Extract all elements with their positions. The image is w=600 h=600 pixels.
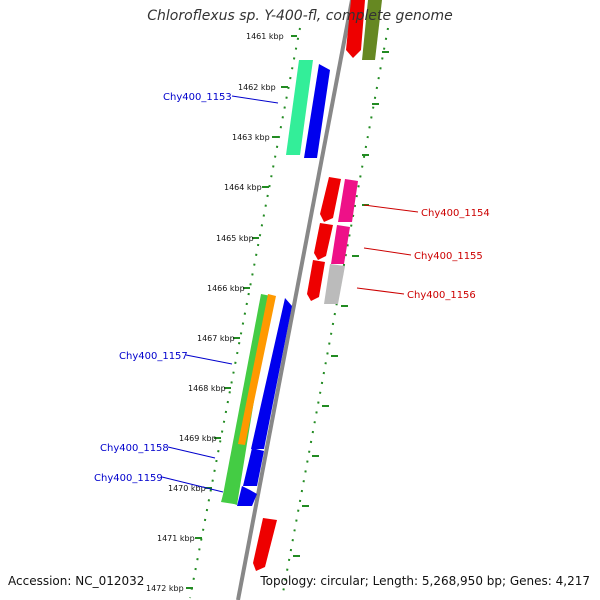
- tick-label: 1465 kbp: [216, 234, 254, 243]
- gene-arrow-blue: [304, 64, 330, 158]
- forward-genes: [253, 0, 382, 571]
- gene-label-chy400-1154[interactable]: Chy400_1154: [421, 208, 490, 219]
- gene-label-chy400-1155[interactable]: Chy400_1155: [414, 251, 483, 262]
- gene-arrow-orange: [238, 294, 276, 445]
- gene-arrow-magenta: [338, 179, 358, 222]
- tick-label: 1469 kbp: [179, 434, 217, 443]
- gene-arrow-red: [314, 223, 333, 260]
- gene-arrow-red: [346, 0, 365, 58]
- gene-arrow-blue: [251, 298, 292, 449]
- tick-label: 1464 kbp: [224, 183, 262, 192]
- accession-text: Accession: NC_012032: [8, 574, 145, 588]
- gene-arrow-blue: [237, 486, 257, 506]
- scale-ticks: 1461 kbp 1462 kbp 1463 kbp 1464 kbp 1465…: [146, 32, 297, 593]
- map-title: Chloroflexus sp. Y-400-fl, complete geno…: [147, 8, 453, 24]
- tick-label: 1462 kbp: [238, 83, 276, 92]
- right-label-leaders: [356, 204, 419, 295]
- gene-arrow-teal: [286, 60, 313, 155]
- tick-label: 1467 kbp: [197, 334, 235, 343]
- reverse-genes: [221, 60, 330, 506]
- tick-label: 1461 kbp: [246, 32, 284, 41]
- right-scale-ticks: [293, 51, 389, 557]
- gene-arrow-grey: [324, 264, 345, 304]
- gene-label-chy400-1158[interactable]: Chy400_1158: [100, 443, 169, 454]
- gene-label-chy400-1157[interactable]: Chy400_1157: [119, 351, 188, 362]
- tick-label: 1471 kbp: [157, 534, 195, 543]
- gene-arrow-red: [307, 260, 325, 301]
- gene-label-chy400-1156[interactable]: Chy400_1156: [407, 290, 476, 301]
- genome-summary-text: Topology: circular; Length: 5,268,950 bp…: [260, 574, 590, 588]
- gene-label-chy400-1153[interactable]: Chy400_1153: [163, 92, 232, 103]
- gene-arrow-olive: [362, 0, 382, 60]
- left-scale-rail: [189, 27, 301, 599]
- tick-label: 1468 kbp: [188, 384, 226, 393]
- gene-arrow-blue: [243, 448, 264, 486]
- gene-arrow-green: [221, 484, 237, 504]
- gene-arrow-magenta: [331, 225, 350, 264]
- left-label-leaders: [161, 95, 279, 493]
- gene-label-chy400-1159[interactable]: Chy400_1159: [94, 473, 163, 484]
- genome-backbone: [236, 0, 354, 600]
- gene-arrow-red: [320, 177, 341, 222]
- tick-label: 1463 kbp: [232, 133, 270, 142]
- tick-label: 1466 kbp: [207, 284, 245, 293]
- tick-label: 1472 kbp: [146, 584, 184, 593]
- tick-label: 1470 kbp: [168, 484, 206, 493]
- gene-arrow-red: [253, 518, 277, 571]
